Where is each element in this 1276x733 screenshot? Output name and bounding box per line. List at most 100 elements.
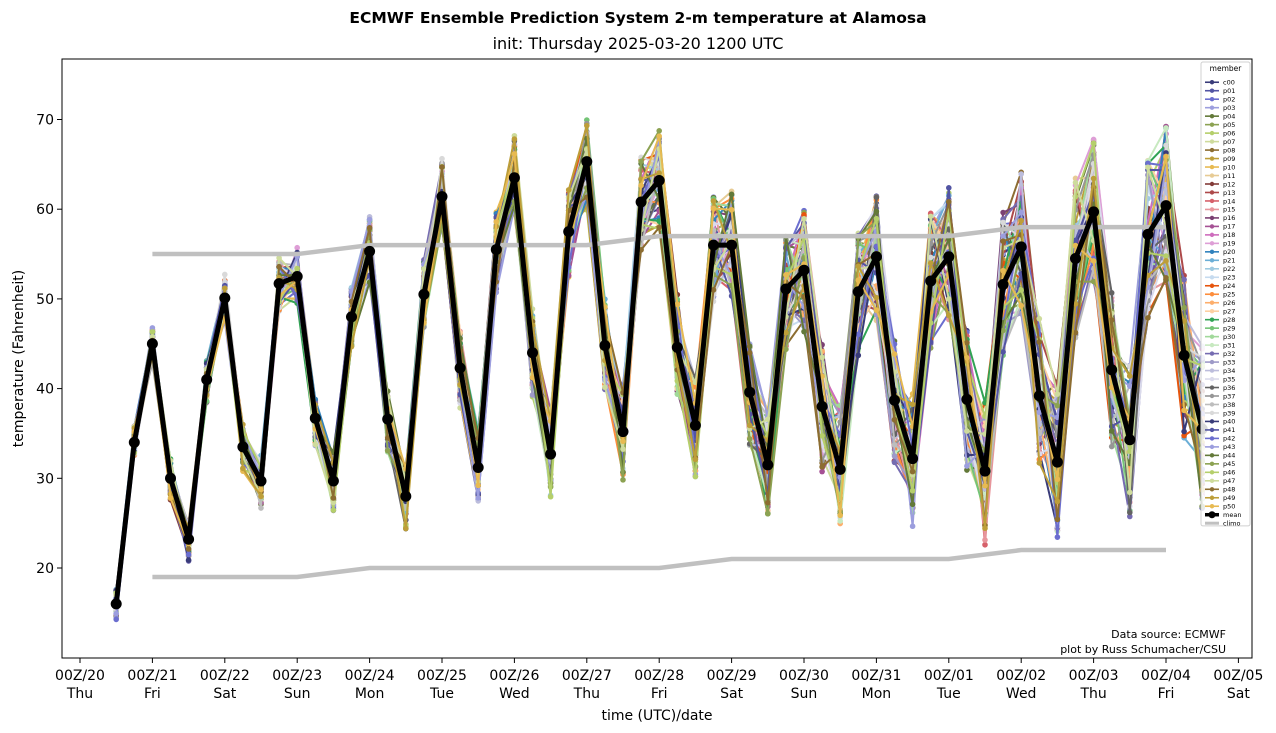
legend-item-p26: p26 xyxy=(1205,299,1235,307)
member-point xyxy=(1036,409,1043,416)
x-tick-sublabel: Thu xyxy=(573,686,600,702)
x-tick-label: 00Z/28 xyxy=(634,668,684,684)
member-point xyxy=(1108,317,1115,323)
legend-label: p23 xyxy=(1223,274,1235,282)
legend-label: p24 xyxy=(1223,282,1235,290)
mean-point xyxy=(961,393,973,405)
member-point xyxy=(222,285,228,292)
mean-point xyxy=(165,472,176,484)
legend-item-p27: p27 xyxy=(1205,308,1235,316)
legend-label: p50 xyxy=(1223,503,1235,511)
member-point xyxy=(222,271,228,278)
legend-marker xyxy=(1209,427,1215,433)
member-point xyxy=(891,459,898,466)
mean-point xyxy=(527,347,538,359)
mean-point xyxy=(563,226,575,238)
member-point xyxy=(185,546,192,552)
x-tick-label: 00Z/03 xyxy=(1069,668,1119,684)
legend-label: p15 xyxy=(1223,206,1235,214)
member-point xyxy=(185,557,192,563)
legend-label: p10 xyxy=(1223,163,1235,171)
mean-point xyxy=(581,156,593,168)
member-point xyxy=(873,294,880,301)
legend-marker xyxy=(1209,275,1215,280)
member-point xyxy=(1000,349,1006,355)
member-point xyxy=(1163,153,1169,160)
member-point xyxy=(1163,125,1169,131)
mean-point xyxy=(653,174,665,186)
member-point xyxy=(240,465,246,472)
ensemble-mean-layer xyxy=(110,156,1208,610)
member-point xyxy=(1054,391,1061,397)
legend-marker xyxy=(1209,342,1215,348)
member-point xyxy=(276,255,282,261)
member-point xyxy=(330,507,337,513)
member-point xyxy=(511,151,518,157)
legend-marker xyxy=(1209,359,1215,365)
legend-item-p13: p13 xyxy=(1205,189,1235,197)
member-point xyxy=(1000,219,1006,226)
x-axis: 00Z/20 Thu 00Z/21 Fri 00Z/22 Sat 00Z/23 Sun 00Z/… xyxy=(55,658,1263,702)
y-tick-label: 40 xyxy=(36,382,54,398)
mean-point xyxy=(364,245,376,257)
mean-point xyxy=(237,441,249,453)
legend-item-p24: p24 xyxy=(1205,282,1235,290)
legend-label: p42 xyxy=(1223,435,1235,443)
x-tick-label: 00Z/21 xyxy=(127,668,177,684)
legend-marker xyxy=(1209,80,1215,85)
legend-marker xyxy=(1209,113,1215,119)
legend-label: mean xyxy=(1223,511,1241,519)
member-point xyxy=(728,206,735,213)
legend-item-p21: p21 xyxy=(1205,257,1235,265)
legend-marker xyxy=(1209,402,1215,407)
member-point xyxy=(1036,460,1043,466)
member-point xyxy=(1181,432,1187,439)
legend-label: p19 xyxy=(1223,240,1235,248)
legend-marker xyxy=(1209,139,1215,144)
member-point xyxy=(674,301,681,308)
legend-item-p01: p01 xyxy=(1205,87,1235,95)
legend-label: p48 xyxy=(1223,486,1235,494)
mean-point xyxy=(762,459,774,471)
mean-point xyxy=(1142,228,1154,240)
member-point xyxy=(1163,142,1169,149)
x-tick-sublabel: Fri xyxy=(144,686,161,702)
legend-marker xyxy=(1209,292,1215,297)
member-point xyxy=(384,447,391,454)
legend-label: climo xyxy=(1223,520,1241,528)
member-point xyxy=(946,185,952,191)
member-point xyxy=(837,518,843,524)
legend-box xyxy=(1200,61,1251,527)
member-point xyxy=(855,263,862,270)
member-point xyxy=(783,329,789,336)
legend-marker xyxy=(1209,368,1215,373)
mean-point xyxy=(689,419,701,431)
member-point xyxy=(746,422,753,429)
legend-item-p11: p11 xyxy=(1205,172,1235,180)
legend-marker xyxy=(1209,436,1215,441)
member-point xyxy=(927,254,934,261)
axes-frame xyxy=(61,58,1253,659)
member-point xyxy=(330,495,337,501)
legend-label: p41 xyxy=(1223,426,1235,434)
member-point xyxy=(1181,428,1187,435)
legend-item-mean: mean xyxy=(1205,511,1241,519)
member-point xyxy=(909,487,916,494)
member-point xyxy=(765,416,771,423)
member-point xyxy=(1163,274,1169,281)
legend-item-p05: p05 xyxy=(1205,121,1235,129)
legend-item-p35: p35 xyxy=(1205,375,1235,383)
member-point xyxy=(366,216,373,223)
y-axis-label: temperature (Fahrenheit) xyxy=(11,270,27,447)
member-point xyxy=(909,401,916,408)
member-point xyxy=(1072,329,1079,336)
legend-marker xyxy=(1209,88,1215,93)
member-point xyxy=(801,215,807,222)
x-tick-label: 00Z/31 xyxy=(851,668,901,684)
mean-point xyxy=(780,283,792,295)
member-point xyxy=(366,225,373,231)
legend-title: member xyxy=(1210,64,1243,73)
mean-point xyxy=(907,453,919,465)
member-point xyxy=(746,350,753,356)
member-point xyxy=(1090,258,1097,264)
